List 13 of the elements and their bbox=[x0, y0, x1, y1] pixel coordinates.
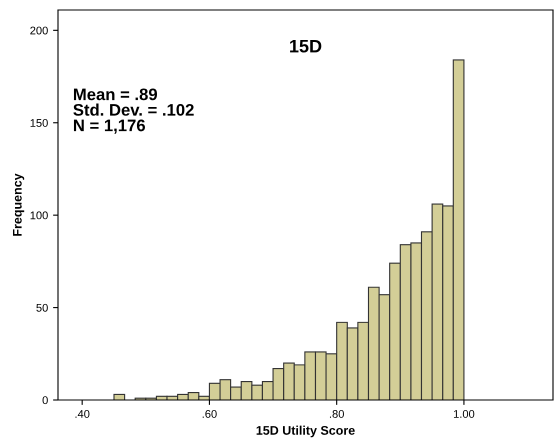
x-axis-title: 15D Utility Score bbox=[256, 426, 355, 438]
x-tick-label: .80 bbox=[330, 410, 344, 418]
y-tick-label: 0 bbox=[42, 396, 48, 404]
y-axis-title: Frequency bbox=[12, 173, 24, 236]
annotation: Mean = .89 Std. Dev. = .102 N = 1,176 bbox=[73, 88, 194, 134]
y-tick-label: 150 bbox=[30, 119, 48, 127]
y-tick-label: 50 bbox=[36, 304, 48, 312]
y-tick-label: 200 bbox=[30, 26, 48, 34]
x-tick-label: .60 bbox=[202, 410, 217, 418]
text: 15D bbox=[290, 40, 322, 53]
y-tick-label: 100 bbox=[30, 211, 48, 220]
x-tick-label: 1.00 bbox=[454, 410, 474, 418]
x-tick-label: .40 bbox=[75, 410, 90, 418]
